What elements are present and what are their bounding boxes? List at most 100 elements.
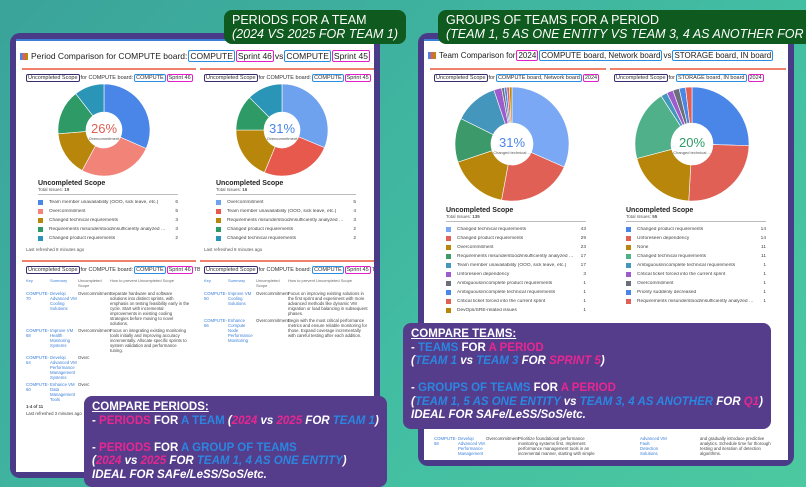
donut-slice[interactable] (509, 86, 513, 124)
donut-slice[interactable] (634, 95, 682, 159)
legend-item[interactable]: Unforeseen dependency 3 (446, 270, 586, 279)
period-chip[interactable]: Sprint 46 (166, 74, 193, 82)
period-b[interactable]: Sprint 45 (331, 50, 370, 62)
legend-item[interactable]: Team member unavailability (OOO, sick le… (216, 207, 356, 216)
issue-link[interactable]: Improve VM Health Monitoring Systems (50, 328, 74, 348)
team-group-b[interactable]: STORAGE board, IN board (672, 50, 774, 61)
issue-link[interactable]: Develop Advanced VM Performance Manageme… (458, 436, 485, 456)
callout-text: vs (457, 355, 477, 367)
issue-link[interactable]: Advanced VM Fault Detection Solutions (640, 436, 667, 456)
issue-link[interactable]: COMPUTE-68 (26, 328, 49, 338)
donut-slice[interactable] (688, 144, 750, 202)
issue-link[interactable]: COMPUTE-60 (26, 382, 49, 392)
issue-link[interactable] (616, 436, 640, 456)
legend-item[interactable]: Requirements misunderstood/insufficientl… (216, 216, 356, 225)
scope-chip[interactable]: Uncompleted Scope (614, 74, 668, 82)
period-chip[interactable]: 2024 (582, 74, 600, 82)
column-header[interactable]: Key (204, 278, 211, 283)
scope-chip[interactable]: Uncompleted Scope (26, 266, 80, 274)
legend-item[interactable]: Changed product requirements 14 (626, 225, 766, 234)
donut-slice[interactable] (75, 83, 105, 117)
issue-link[interactable]: Improve VM Cooling Solutions (228, 291, 252, 306)
issue-link[interactable]: Enhance Compute Node Performance Monitor… (228, 318, 253, 343)
issue-link[interactable]: COMPUTE-50 (204, 291, 227, 301)
legend-item[interactable]: Ambiguous/incomplete technical requireme… (626, 261, 766, 270)
legend-item[interactable]: Changed technical requirements 43 (446, 225, 586, 234)
compare-periods-callout: COMPARE PERIODS: - PERIODS FOR A TEAM (2… (84, 396, 387, 487)
legend-item[interactable]: Ambiguous/incomplete product requirement… (446, 279, 586, 288)
legend-item[interactable]: Critical ticket forced into the current … (446, 297, 586, 306)
team-group-a[interactable]: COMPUTE board, Network board (539, 50, 663, 61)
donut-slice[interactable] (511, 86, 570, 168)
team-chip[interactable]: STORAGE board, IN board (675, 74, 747, 82)
pagination[interactable]: 1-4 of 11 (26, 404, 44, 409)
legend-item[interactable]: Changed product requirements 2 (216, 225, 356, 234)
issue-link[interactable]: Develop Advanced VM Performance Manageme… (50, 355, 77, 380)
legend-item[interactable]: Team member unavailability (OOO, sick le… (446, 261, 586, 270)
column-header[interactable]: Uncompleted Scope (256, 278, 280, 288)
scope-chip[interactable]: Uncompleted Scope (204, 74, 258, 82)
legend-item[interactable]: Overcommitment 23 (446, 243, 586, 252)
scope-chip[interactable]: Uncompleted Scope (434, 74, 488, 82)
legend-item[interactable]: Requirements misunderstood/insufficientl… (446, 252, 586, 261)
legend-swatch (446, 299, 451, 304)
legend-item[interactable]: Requirements misunderstood/insufficientl… (38, 225, 178, 234)
legend-item[interactable]: Overcommitment 5 (216, 198, 356, 207)
column-header[interactable]: How to prevent Uncompleted Scope (110, 278, 175, 283)
column-header[interactable]: Summary (50, 278, 68, 283)
callout-text: - PERIODS FOR A TEAM (2024 vs 2025 FOR T… (92, 415, 379, 429)
period-chip[interactable]: Sprint 46 (166, 266, 193, 274)
legend-item[interactable]: Changed technical requirements 3 (38, 216, 178, 225)
legend-item[interactable]: Requirements misunderstood/insufficientl… (626, 297, 766, 306)
team-chip[interactable]: COMPUTE board, Network board (495, 74, 582, 82)
legend-item[interactable]: Team member unavailability (OOO, sick le… (38, 198, 178, 207)
legend-item[interactable]: Changed product requirements 29 (446, 234, 586, 243)
team-chip[interactable]: COMPUTE (134, 266, 166, 274)
table-cell (668, 436, 700, 456)
legend-swatch (626, 299, 631, 304)
donut-slice[interactable] (249, 83, 283, 118)
donut-slice[interactable] (264, 136, 325, 177)
issue-link[interactable]: Develop Advanced VM Cooling Solutions (50, 291, 77, 311)
donut-slice[interactable] (81, 136, 147, 177)
callout-text: A PERIOD (560, 382, 616, 394)
legend-item[interactable]: Ambiguous/incomplete technical requireme… (446, 288, 586, 297)
column-header[interactable]: Summary (228, 278, 246, 283)
legend-item[interactable]: Unforeseen dependency 14 (626, 234, 766, 243)
period[interactable]: 2024 (516, 50, 539, 61)
team-chip[interactable]: COMPUTE (312, 266, 344, 274)
legend-item[interactable]: DevOps/SRE-related issues 1 (446, 306, 586, 315)
legend-value: 1 (763, 299, 766, 304)
issue-link[interactable]: COMPUTE-68 (434, 436, 457, 446)
column-header[interactable]: Uncompleted Scope (78, 278, 102, 288)
donut-slice[interactable] (103, 83, 151, 149)
column-header[interactable]: How to prevent Uncompleted Scope (288, 278, 353, 283)
donut-slice[interactable] (501, 152, 565, 202)
issue-link[interactable]: COMPUTE-64 (26, 355, 49, 365)
donut-slice[interactable] (281, 83, 329, 148)
legend-item[interactable]: Overcommitment 1 (626, 279, 766, 288)
donut-slice[interactable] (636, 148, 692, 202)
legend-item[interactable]: Changed product requirements 2 (38, 234, 178, 243)
period-chip[interactable]: 2024 (747, 74, 764, 82)
issue-link[interactable]: Enhance VM Data Management Tools (50, 382, 76, 402)
donut-slice[interactable] (691, 86, 750, 146)
team-chip[interactable]: COMPUTE (312, 74, 344, 82)
period-chip[interactable]: Sprint 45 (344, 266, 371, 274)
legend-item[interactable]: Changed technical requirements 2 (216, 234, 356, 243)
legend-item[interactable]: Changed technical requirements 11 (626, 252, 766, 261)
issue-link[interactable]: COMPUTE-66 (204, 318, 227, 328)
team-chip[interactable]: COMPUTE (134, 74, 166, 82)
total-value: 16 (242, 187, 248, 192)
legend-item[interactable]: Overcommitment 5 (38, 207, 178, 216)
column-header[interactable]: Key (26, 278, 33, 283)
scope-chip[interactable]: Uncompleted Scope (26, 74, 80, 82)
legend-item[interactable]: Critical ticket forced into the current … (626, 270, 766, 279)
period-a[interactable]: Sprint 46 (235, 50, 274, 62)
period-chip[interactable]: Sprint 45 (344, 74, 371, 82)
scope-chip[interactable]: Uncompleted Scope (204, 266, 258, 274)
issue-link[interactable]: COMPUTE-70 (26, 291, 49, 301)
legend-item[interactable]: None 11 (626, 243, 766, 252)
donut-slice[interactable] (685, 86, 693, 124)
legend-item[interactable]: Priority suddenly decreased 1 (626, 288, 766, 297)
